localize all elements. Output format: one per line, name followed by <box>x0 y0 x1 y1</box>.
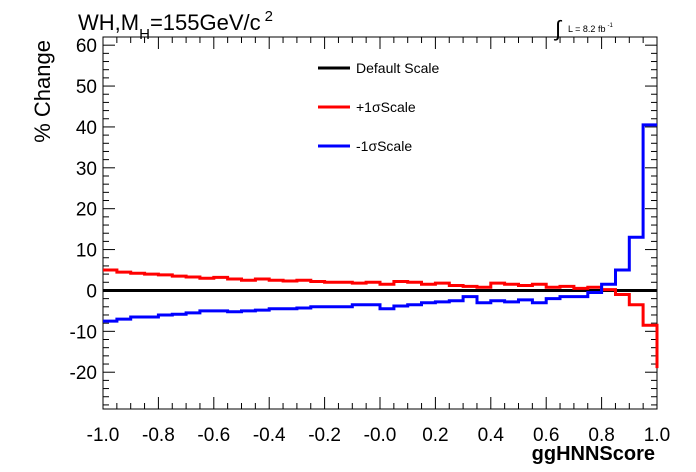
legend: Default Scale +1σScale -1σScale <box>318 60 439 154</box>
y-tick-label: 20 <box>76 200 97 221</box>
x-tick-label: 0.2 <box>422 425 448 446</box>
lumi-integral-symbol: ∫ <box>553 16 563 41</box>
y-tick-label: 10 <box>76 241 97 262</box>
x-tick-label: -1.0 <box>87 425 120 446</box>
y-tick-label: 60 <box>76 36 97 57</box>
labels: WH,MH=155GeV/c 2 ∫ L = 8.2 fb -1 ggHNNScore % … <box>30 8 655 465</box>
y-tick-label: -10 <box>70 322 97 343</box>
series-line--1-scale <box>103 123 657 323</box>
plot-frame <box>102 36 658 410</box>
legend-label--1-scale: +1σScale <box>356 99 416 115</box>
y-tick-label: 30 <box>76 159 97 180</box>
x-tick-label: 1.0 <box>644 425 670 446</box>
y-tick-label: 0 <box>86 281 97 302</box>
x-axis-title: ggHNNScore <box>532 443 655 465</box>
x-tick-label: -0.8 <box>142 425 175 446</box>
x-tick-label: 0.8 <box>588 425 614 446</box>
title-superscript: 2 <box>265 8 273 25</box>
title-rest: =155GeV/c <box>150 10 261 35</box>
x-tick-label: 0.6 <box>533 425 559 446</box>
title-main: WH,M <box>78 10 139 35</box>
y-tick-label: 50 <box>76 77 97 98</box>
y-axis-title: % Change <box>30 40 55 143</box>
series-line--1-scale <box>103 268 659 369</box>
x-tick-label: -0.0 <box>364 425 397 446</box>
legend-label-default-scale: Default Scale <box>356 60 439 76</box>
axes-frame: -1.0 -0.8 -0.6 -0.4 -0.2 -0.0 0.2 0.4 0.6 0.8 1.0 -… <box>70 36 671 446</box>
chart-title: WH,MH=155GeV/c 2 <box>78 8 273 43</box>
title-subscript: H <box>139 26 150 43</box>
lumi-label: L = 8.2 fb -1 <box>568 23 613 34</box>
legend-label--1-scale: -1σScale <box>356 138 412 154</box>
x-tick-label: -0.6 <box>197 425 230 446</box>
x-tick-label: -0.4 <box>253 425 286 446</box>
x-tick-label: -0.2 <box>308 425 341 446</box>
x-tick-label: 0.4 <box>478 425 505 446</box>
series-layer <box>103 123 659 369</box>
y-tick-label: -20 <box>70 363 97 384</box>
y-tick-label: 40 <box>76 118 97 139</box>
